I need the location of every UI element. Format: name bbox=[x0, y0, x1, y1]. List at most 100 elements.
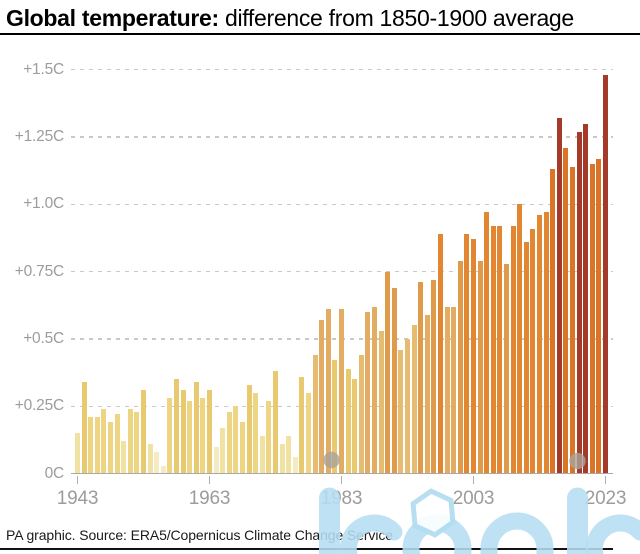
x-axis-tick bbox=[208, 476, 211, 484]
x-axis-line bbox=[71, 472, 613, 475]
bar-1975 bbox=[286, 435, 292, 474]
bar-2015 bbox=[550, 169, 556, 474]
bar-1976 bbox=[292, 457, 298, 474]
bar-2014 bbox=[543, 212, 549, 474]
bar-2021 bbox=[589, 163, 595, 474]
bar-2008 bbox=[503, 263, 510, 474]
bar-2018 bbox=[569, 166, 576, 474]
bar-1977 bbox=[299, 376, 305, 474]
bar-1997 bbox=[431, 279, 437, 474]
y-gridline bbox=[71, 203, 613, 205]
bar-1944 bbox=[81, 382, 87, 474]
bar-2005 bbox=[484, 212, 490, 474]
bar-1989 bbox=[378, 330, 384, 474]
x-axis-label: 1943 bbox=[56, 488, 99, 509]
bar-2013 bbox=[536, 215, 543, 474]
bar-2012 bbox=[530, 228, 536, 474]
bar-2009 bbox=[510, 225, 516, 474]
bar-1956 bbox=[160, 465, 166, 474]
bar-2010 bbox=[517, 204, 523, 474]
x-axis-tick bbox=[340, 476, 343, 484]
bar-2022 bbox=[596, 158, 602, 474]
bar-2002 bbox=[464, 233, 470, 474]
bar-1952 bbox=[134, 411, 140, 474]
bar-1973 bbox=[272, 371, 279, 474]
bar-1959 bbox=[180, 390, 186, 474]
y-axis-label: +0.75C bbox=[14, 262, 64, 280]
bar-1986 bbox=[358, 355, 364, 474]
source-caption: PA graphic. Source: ERA5/Copernicus Clim… bbox=[6, 527, 393, 543]
bar-1978 bbox=[305, 392, 312, 474]
bar-1968 bbox=[239, 422, 246, 474]
bar-1987 bbox=[365, 312, 371, 474]
bar-1958 bbox=[173, 379, 180, 474]
title-rest: difference from 1850-1900 average bbox=[218, 5, 574, 31]
bar-1961 bbox=[193, 382, 199, 474]
y-gridline bbox=[71, 68, 613, 71]
bar-2016 bbox=[556, 118, 562, 474]
bar-1984 bbox=[345, 368, 351, 474]
bar-1943 bbox=[74, 433, 81, 474]
bar-1992 bbox=[398, 349, 404, 474]
bar-1965 bbox=[220, 427, 226, 474]
bar-2007 bbox=[497, 225, 503, 474]
bar-1960 bbox=[187, 400, 193, 474]
bar-1954 bbox=[147, 443, 153, 474]
page-title: Global temperature: difference from 1850… bbox=[6, 5, 574, 32]
bar-1994 bbox=[411, 325, 417, 474]
bar-2003 bbox=[470, 239, 477, 474]
bar-1947 bbox=[101, 408, 107, 474]
bar-1996 bbox=[424, 314, 430, 474]
bar-1999 bbox=[444, 306, 450, 474]
bar-1974 bbox=[279, 443, 285, 474]
x-axis-tick bbox=[472, 476, 475, 484]
y-gridline bbox=[71, 270, 613, 273]
x-axis-label: 2003 bbox=[452, 488, 495, 509]
x-axis-label: 1963 bbox=[188, 488, 231, 509]
bar-2000 bbox=[451, 306, 457, 474]
bar-1993 bbox=[404, 338, 411, 474]
bar-1972 bbox=[266, 400, 272, 474]
bar-2006 bbox=[490, 225, 496, 474]
y-gridline bbox=[71, 136, 613, 138]
bar-1949 bbox=[114, 414, 120, 474]
bar-1998 bbox=[437, 233, 444, 474]
bar-1957 bbox=[167, 398, 173, 474]
title-bold: Global temperature: bbox=[6, 5, 219, 31]
bar-2011 bbox=[523, 242, 529, 474]
bar-1995 bbox=[418, 282, 424, 474]
bar-1945 bbox=[88, 417, 94, 474]
bar-2023 bbox=[602, 75, 609, 474]
bar-2017 bbox=[563, 147, 569, 474]
bar-1991 bbox=[391, 287, 397, 474]
bar-2004 bbox=[477, 260, 483, 474]
x-axis-label: 1983 bbox=[320, 488, 363, 509]
bar-1980 bbox=[319, 320, 325, 474]
y-axis-label: +1.0C bbox=[23, 195, 64, 213]
bar-1979 bbox=[312, 355, 318, 474]
bar-1962 bbox=[200, 398, 206, 474]
bar-1988 bbox=[371, 306, 378, 474]
bar-1963 bbox=[206, 390, 213, 474]
bar-1969 bbox=[246, 384, 252, 474]
y-axis-label: +0.5C bbox=[23, 329, 64, 347]
bar-1981 bbox=[325, 309, 331, 474]
y-axis-label: +0.25C bbox=[14, 397, 64, 415]
bar-1971 bbox=[259, 435, 265, 474]
x-axis-tick bbox=[76, 476, 79, 484]
y-axis-label: +1.25C bbox=[14, 127, 64, 145]
bar-2001 bbox=[457, 260, 463, 474]
bar-1990 bbox=[385, 271, 391, 474]
bar-1985 bbox=[352, 379, 358, 474]
bar-1964 bbox=[213, 446, 219, 474]
bar-1948 bbox=[107, 422, 114, 474]
bar-1982 bbox=[332, 360, 338, 474]
bar-1967 bbox=[233, 406, 239, 474]
bar-1950 bbox=[121, 441, 127, 474]
x-axis-tick bbox=[604, 476, 607, 484]
bar-1970 bbox=[253, 392, 259, 474]
bar-1983 bbox=[338, 309, 345, 474]
bar-2020 bbox=[583, 123, 589, 474]
bar-2019 bbox=[576, 131, 582, 474]
